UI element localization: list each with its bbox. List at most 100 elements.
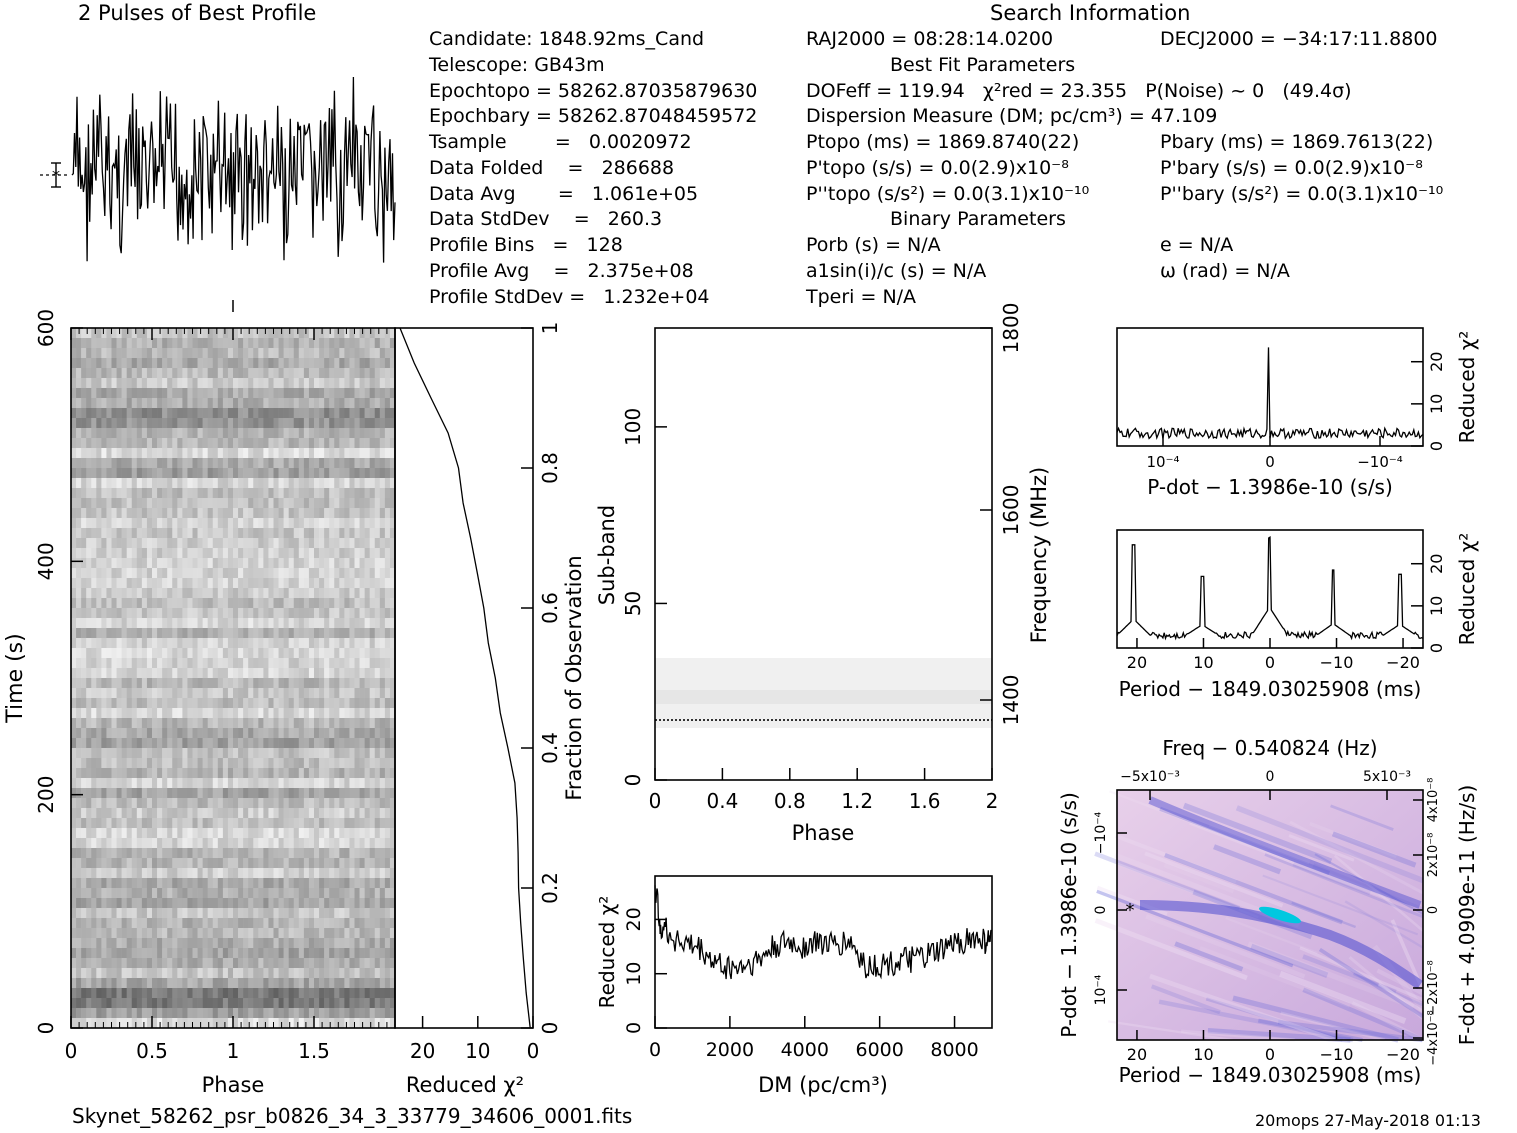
- subband-phase-plot: [654, 327, 993, 781]
- time-phase-ytick: 400: [34, 542, 58, 580]
- chi2-fraction-ytick: 0.4: [538, 732, 562, 764]
- info-pd-bary: P'bary (s/s) = 0.0(2.9)x10⁻⁸: [1160, 157, 1423, 179]
- pdot-period-fdot-tick: 2x10⁻⁸: [1426, 833, 1441, 878]
- dm-xtick: 8000: [930, 1039, 978, 1061]
- profile-title: 2 Pulses of Best Profile: [78, 1, 317, 25]
- subband-ytick: 0: [621, 774, 645, 787]
- subband-xtick: 1.6: [909, 789, 941, 813]
- pdot-period-fdot-tick: 0: [1426, 906, 1441, 914]
- info-ecc: e = N/A: [1160, 234, 1234, 256]
- info-p-orb: Porb (s) = N/A: [806, 234, 941, 256]
- svg-text:*: *: [52, 166, 60, 185]
- dm-xtick: 0: [649, 1039, 661, 1061]
- time-phase-ytick: 200: [34, 776, 58, 814]
- info-p-topo: Ptopo (ms) = 1869.8740(22): [806, 131, 1080, 153]
- info-profile-avg: Profile Avg = 2.375e+08: [429, 260, 694, 282]
- pdot-xlabel: P-dot − 1.3986e-10 (s/s): [1147, 475, 1393, 499]
- period-ytick: 10: [1427, 596, 1446, 616]
- profile-trace: [71, 76, 396, 263]
- subband-freq-tick: 1600: [999, 485, 1023, 536]
- pdot-ylabel: Reduced χ²: [1455, 331, 1479, 444]
- info-data-folded: Data Folded = 286688: [429, 157, 675, 179]
- profile-errorbar: *: [40, 162, 70, 188]
- period-xtick: −10: [1320, 653, 1354, 672]
- subband-freq-tick: 1800: [999, 303, 1023, 354]
- chi2-fraction-frame: [394, 327, 534, 1029]
- pdot-xtick: 0: [1265, 453, 1275, 471]
- pdot-period-ytick: 10⁻⁴: [1093, 974, 1109, 1005]
- info-ra: RAJ2000 = 08:28:14.0200: [806, 28, 1054, 50]
- subband-xlabel: Phase: [792, 821, 855, 845]
- time-phase-xtick: 0: [65, 1039, 78, 1063]
- dm-chi2-frame: [654, 875, 993, 1029]
- pdot-period-ylabel: P-dot − 1.3986e-10 (s/s): [1057, 792, 1081, 1038]
- pdot-period-ytick: −10⁻⁴: [1093, 811, 1109, 854]
- subband-ytick: 50: [621, 591, 645, 616]
- chi2-fraction-plot: [394, 327, 534, 1029]
- chi2-fraction-trace: [399, 327, 531, 1029]
- subband-xtick: 0.4: [706, 789, 738, 813]
- pdot-ytick: 10: [1427, 394, 1446, 414]
- period-xtick: 0: [1265, 653, 1275, 672]
- period-xtick: 20: [1127, 653, 1147, 672]
- pdot-period-freq-tick: 0: [1266, 769, 1275, 785]
- pdot-period-xtick: 20: [1127, 1045, 1147, 1064]
- subband-freq-tick: 1400: [999, 675, 1023, 726]
- pdot-period-fdot-tick: −4x10⁻⁸: [1426, 1010, 1441, 1065]
- period-chi2-plot: [1116, 529, 1424, 649]
- dm-xtick: 4000: [781, 1039, 829, 1061]
- period-ytick: 0: [1427, 643, 1446, 653]
- dm-ytick: 10: [623, 962, 645, 986]
- pdot-period-xtick: 10: [1193, 1045, 1213, 1064]
- subband-xtick: 2: [986, 789, 999, 813]
- pdot-period-heatmap: *: [1094, 790, 1426, 1043]
- pdot-period-xtick: −10: [1320, 1045, 1354, 1064]
- info-data-stddev: Data StdDev = 260.3: [429, 208, 663, 230]
- chi2-fraction-ytick: 1: [538, 322, 562, 335]
- subband-ytick: 100: [621, 408, 645, 446]
- info-a1sini: a1sin(i)/c (s) = N/A: [806, 260, 987, 282]
- dm-chi2-plot: [654, 875, 993, 1029]
- time-phase-ytick: 600: [34, 309, 58, 347]
- period-ytick: 20: [1427, 554, 1446, 574]
- info-epoch-topo: Epochtopo = 58262.87035879630: [429, 80, 758, 102]
- time-phase-xtick: 1.5: [298, 1039, 330, 1063]
- period-chi2-trace: [1116, 536, 1424, 641]
- subband-xtick: 0.8: [774, 789, 806, 813]
- pdot-period-xtick: 0: [1265, 1045, 1275, 1064]
- dm-xlabel: DM (pc/cm³): [758, 1073, 888, 1097]
- search-header: Search Information: [990, 1, 1191, 25]
- pdot-period-freq-tick: 5x10⁻³: [1363, 769, 1411, 785]
- time-phase-xtick: 1: [227, 1039, 240, 1063]
- info-dec: DECJ2000 = −34:17:11.8800: [1160, 28, 1438, 50]
- pdot-period-freq-tick: −5x10⁻³: [1120, 769, 1180, 785]
- footer-stamp: 20mops 27-May-2018 01:13: [1255, 1111, 1481, 1130]
- info-t-sample: Tsample = 0.0020972: [429, 131, 692, 153]
- dm-ylabel: Reduced χ²: [595, 896, 619, 1009]
- info-data-avg: Data Avg = 1.061e+05: [429, 183, 699, 205]
- pdot-xtick: −10⁻⁴: [1357, 453, 1403, 471]
- pdot-period-plot: *: [1094, 789, 1426, 1043]
- info-best-fit: Best Fit Parameters: [890, 54, 1076, 76]
- time-phase-ytick: 0: [34, 1022, 58, 1035]
- time-phase-plot: [70, 327, 396, 1029]
- period-xlabel: Period − 1849.03025908 (ms): [1119, 677, 1422, 701]
- pdot-ytick: 0: [1427, 441, 1446, 451]
- info-profile-bins: Profile Bins = 128: [429, 234, 623, 256]
- info-p-bary: Pbary (ms) = 1869.7613(22): [1160, 131, 1434, 153]
- dm-xtick: 6000: [855, 1039, 903, 1061]
- time-phase-xtick: 0.5: [136, 1039, 168, 1063]
- pdot-period-ytick: 0: [1093, 906, 1109, 915]
- pdot-period-title: Freq − 0.540824 (Hz): [1162, 736, 1377, 760]
- pdot-chi2-plot: [1116, 327, 1424, 447]
- pdot-ytick: 20: [1427, 352, 1446, 372]
- dm-ytick: 20: [623, 907, 645, 931]
- info-binary: Binary Parameters: [890, 208, 1066, 230]
- info-profile-stddev: Profile StdDev = 1.232e+04: [429, 286, 710, 308]
- filename: Skynet_58262_psr_b0826_34_3_33779_34606_…: [72, 1104, 633, 1128]
- chi2-fraction-xlabel: Reduced χ²: [406, 1073, 524, 1097]
- period-xtick: −20: [1386, 653, 1420, 672]
- dm-ytick: 0: [623, 1022, 645, 1034]
- pdot-period-ylabel-right: F-dot + 4.0909e-11 (Hz/s): [1455, 785, 1479, 1046]
